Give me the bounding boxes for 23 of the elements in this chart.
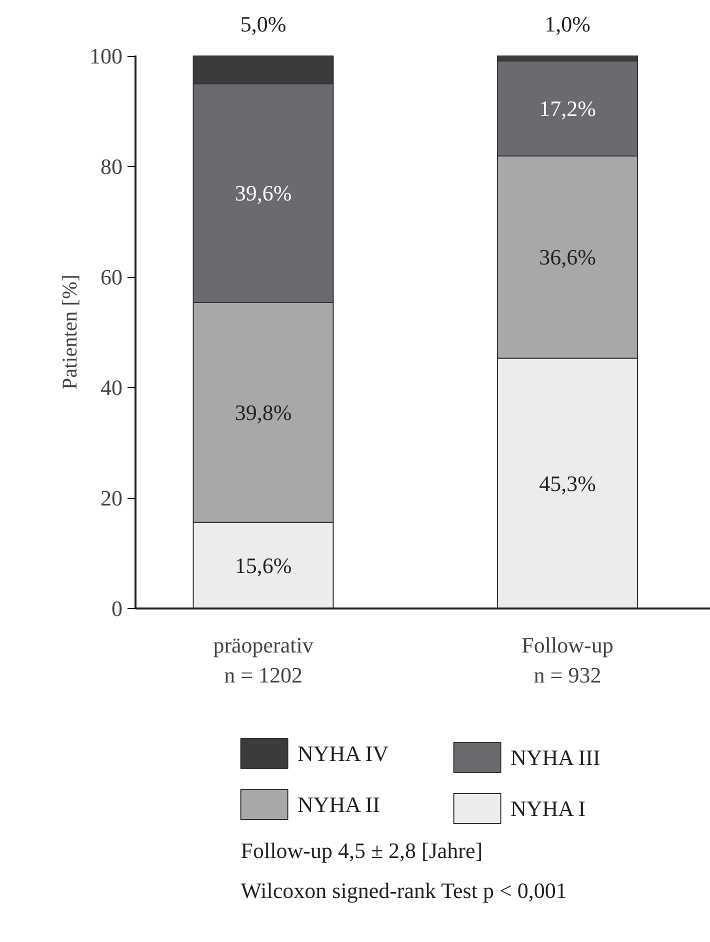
- y-tick-label: 40: [100, 375, 122, 400]
- legend-label: NYHA IV: [297, 741, 389, 766]
- data-label: 17,2%: [539, 96, 596, 122]
- y-tick-label: 20: [100, 486, 122, 511]
- data-label: 39,6%: [234, 180, 292, 206]
- legend-label: NYHA II: [297, 792, 380, 817]
- y-tick-label: 60: [100, 264, 122, 290]
- legend-label: NYHA I: [510, 796, 586, 821]
- data-label: 45,3%: [539, 470, 596, 496]
- text: Follow-up 4,5 ± 2,8 [Jahre]: [240, 838, 483, 863]
- y-tick-label: 100: [90, 44, 122, 69]
- data-label: 1,0%: [544, 12, 590, 36]
- data-label: 5,0%: [240, 12, 286, 36]
- y-tick-label: 80: [100, 154, 122, 180]
- legend-label: NYHA III: [510, 745, 600, 770]
- x-tick-label: präoperativ n = 1202: [213, 632, 314, 688]
- data-label: 39,8%: [234, 400, 292, 425]
- y-axis-title: Patienten [%]: [58, 274, 82, 390]
- data-label: 15,6%: [234, 552, 292, 578]
- text: Wilcoxon signed-rank Test p < 0,001: [240, 878, 567, 903]
- data-label: 36,6%: [539, 244, 596, 270]
- y-tick-label: 0: [112, 596, 122, 621]
- x-tick-label: Follow-up n = 932: [522, 632, 614, 688]
